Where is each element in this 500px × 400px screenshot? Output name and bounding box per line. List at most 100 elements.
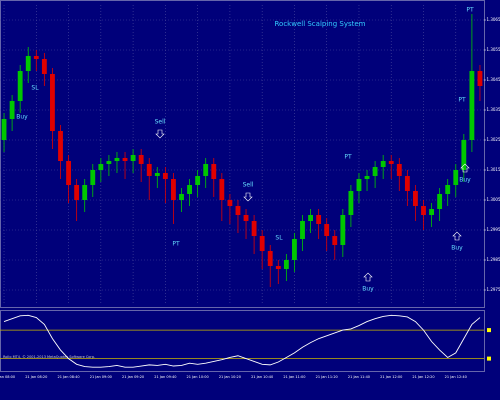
x-tick-label: 21 Jan 12:00 [380,375,402,379]
candle-body [388,161,394,164]
level-marker [487,328,491,333]
x-tick-label: 21 Jan 09:00 [90,375,112,379]
signal-label: Buy [16,114,28,121]
candle-body [251,221,257,236]
x-tick-label: 21 Jan 09:20 [122,375,144,379]
candle-body [292,239,297,260]
candle-body [380,161,386,167]
y-tick-label: 1.3045 [487,77,500,82]
y-tick-label: 1.2975 [487,287,500,292]
candle-body [477,71,483,86]
sell-arrow [243,192,253,202]
signal-label: PT [172,241,180,248]
candle-body [146,164,152,176]
candle-body [429,209,434,215]
candle-body [437,194,443,209]
buy-arrow [363,272,373,282]
level-marker [487,356,491,361]
candle-body [469,71,475,140]
footer: Rollo MT4, © 2001-2013 MetaQuotes Softwa… [3,355,95,359]
candle-body [203,164,209,176]
candle-body [122,158,128,161]
chart-title: Rockwell Scalping System [274,20,365,28]
candle-body [1,119,7,140]
candle-body [187,185,192,194]
candle-body [308,215,313,221]
candle-body [364,176,370,179]
signal-label: PT [344,154,352,161]
x-tick-label: 21 Jan 09:40 [154,375,176,379]
candle-body [154,173,160,176]
indicator-line [3,314,481,368]
y-tick-label: 1.3005 [487,197,500,202]
candle-body [340,215,346,245]
x-tick-label: 21 Jan 08:40 [57,375,79,379]
candle-body [259,236,265,251]
candle-body [74,185,80,200]
candle-body [283,260,289,269]
candle-body [453,170,459,185]
candle-body [324,224,330,236]
candle-body [316,215,322,224]
y-tick-label: 1.3015 [487,167,500,172]
candle-body [41,59,47,74]
candle-body [421,206,426,215]
y-tick-label: 1.2995 [487,227,500,232]
candle-body [106,161,112,164]
signal-label: PT [458,97,466,104]
indicator-frame [0,310,485,372]
signal-label: Sell [155,119,166,126]
candle-body [138,155,144,164]
candle-body [413,191,418,206]
candle-body [227,200,233,206]
y-tick-label: 1.3025 [487,137,500,142]
candle-body [372,167,378,176]
signal-label: Buy [362,286,374,293]
main-frame [0,0,485,308]
sell-arrow [155,129,165,139]
candle-body [98,164,104,170]
candle-body [348,191,354,215]
x-tick-label: 21 Jan 11:20 [316,375,338,379]
candle-body [25,56,31,71]
candle-body [195,176,201,185]
candle-body [356,179,362,191]
x-tick-label: 21 Jan 12:40 [445,375,467,379]
x-tick-label: 21 Jan 12:20 [412,375,434,379]
candle-body [66,161,71,185]
candle-body [17,71,23,101]
x-tick-label: 21 Jan 11:40 [348,375,370,379]
candle-body [396,164,402,176]
y-tick-label: 1.3055 [487,47,500,52]
buy-arrow [460,163,470,173]
signal-label: PT [466,7,474,14]
signal-label: SL [31,85,39,92]
buy-arrow [452,231,462,241]
candle-body [235,206,241,215]
candle-body [33,56,39,59]
candle-body [179,194,184,200]
signal-label: Buy [459,177,471,184]
candle-body [90,170,96,185]
candle-body [275,266,281,269]
candle-body [130,155,136,161]
candle-body [219,179,225,200]
candle-body [82,185,88,200]
x-tick-label: 21 Jan 11:00 [283,375,305,379]
candle-body [243,215,249,221]
candle-body [9,101,15,119]
candle-body [461,140,467,170]
candle-body [162,173,168,179]
y-tick-label: 1.3035 [487,107,500,112]
signal-label: Sell [243,182,254,189]
candle-body [114,158,120,161]
candle-body [267,251,273,266]
candle-body [404,176,410,191]
x-tick-label: 21 Jan 08:20 [25,375,47,379]
candle-body [58,131,63,161]
signal-label: Buy [451,245,463,252]
candle-body [332,236,338,245]
candle-body [445,185,451,194]
